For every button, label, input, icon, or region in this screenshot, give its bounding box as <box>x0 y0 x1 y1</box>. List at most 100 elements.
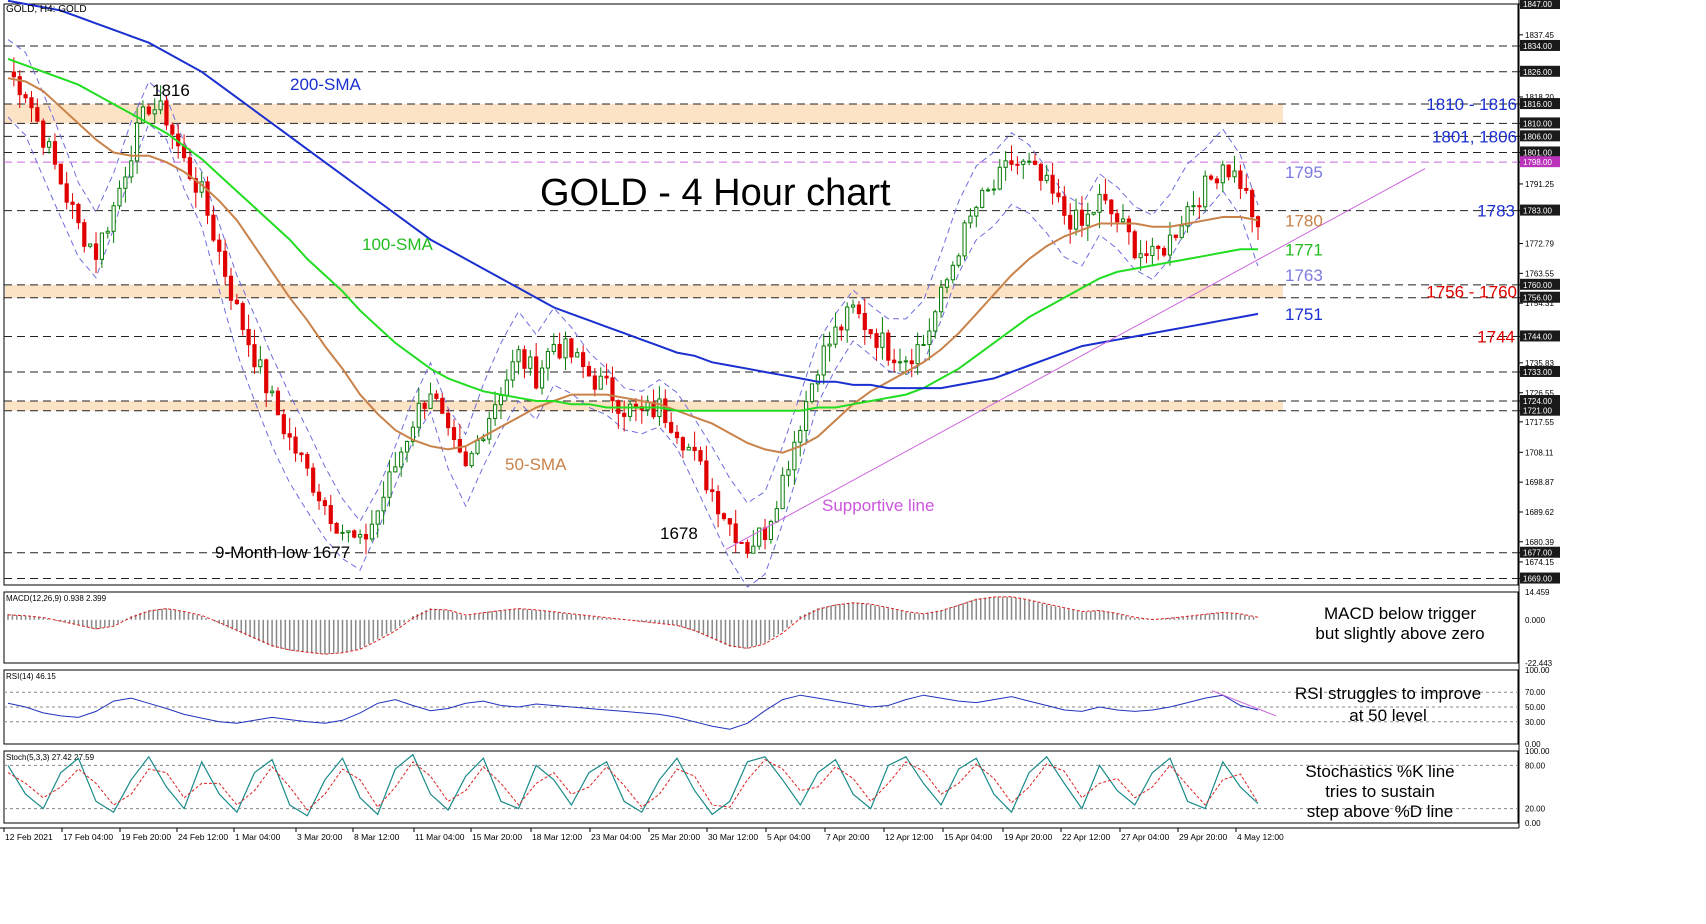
candle-body <box>252 344 257 368</box>
candle-body <box>798 429 803 443</box>
candle-body <box>933 311 938 332</box>
candle-body <box>786 469 791 476</box>
price-tick-label: 1726.55 <box>1525 389 1554 398</box>
x-axis: 12 Feb 2021 17 Feb 04:00 19 Feb 20:00 24 Fe… <box>0 827 1519 842</box>
candle-body <box>387 471 392 498</box>
level-label: 1795 <box>1285 163 1323 182</box>
candle-body <box>363 534 369 540</box>
candle-body <box>146 106 151 115</box>
candle-body <box>539 367 545 389</box>
price-tag <box>1520 130 1560 142</box>
candle-body <box>440 397 445 414</box>
candle-body <box>492 404 498 419</box>
level-label: 1744 <box>1477 327 1515 346</box>
candle-body <box>980 189 985 208</box>
candle-body <box>944 279 950 288</box>
candle-body <box>82 222 87 247</box>
candle-body <box>1203 175 1208 208</box>
candle-body <box>1097 193 1102 213</box>
candle-body <box>135 122 140 162</box>
candle-body <box>1056 192 1061 198</box>
candle-body <box>545 350 551 369</box>
candle-body <box>1144 253 1149 257</box>
supportive-line-annotation: Supportive line <box>822 496 934 515</box>
candle-body <box>451 427 457 440</box>
candle-body <box>1126 218 1131 233</box>
stochastic-panel: Stoch(5,3,3) 27.42 27.59 100.00 80.00 20.00… <box>3 747 1550 828</box>
candle-body <box>1167 234 1173 256</box>
x-tick-label: 11 Mar 04:00 <box>415 832 465 842</box>
x-tick-label: 4 May 12:00 <box>1237 832 1284 842</box>
candle-body <box>352 530 357 538</box>
price-tag <box>1520 98 1560 110</box>
x-tick-label: 3 Mar 20:00 <box>297 832 343 842</box>
candle-body <box>974 206 979 217</box>
candle-body <box>516 349 521 363</box>
x-tick-label: 29 Apr 20:00 <box>1179 832 1227 842</box>
x-tick-label: 19 Feb 20:00 <box>121 832 171 842</box>
candle-body <box>815 374 820 385</box>
price-tick-label: 1754.31 <box>1525 299 1554 308</box>
price-tag-label: 1677.00 <box>1523 549 1552 558</box>
sma50-line <box>7 77 1259 454</box>
candle-body <box>240 303 245 331</box>
x-tick-label: 12 Apr 12:00 <box>885 832 933 842</box>
level-label: 1756 - 1760 <box>1426 282 1517 301</box>
candle-body <box>845 306 850 331</box>
panel-frame <box>3 591 1519 664</box>
price-tick-label: 1791.25 <box>1525 180 1554 189</box>
candle-body <box>721 513 727 520</box>
candle-body <box>674 431 680 439</box>
x-tick-label: 22 Apr 12:00 <box>1062 832 1110 842</box>
sma200-line <box>7 0 1259 390</box>
candle-body <box>551 343 556 352</box>
candle-body <box>1021 160 1026 165</box>
candle-body <box>1250 189 1255 218</box>
rsi-tick-label: 30.00 <box>1525 718 1546 727</box>
panel-frame <box>3 750 1519 824</box>
sma50-annotation: 50-SMA <box>505 455 567 474</box>
candle-body <box>11 71 16 78</box>
candle-body <box>105 230 110 234</box>
candle-body <box>1109 199 1114 215</box>
candle-body <box>903 360 908 363</box>
candle-body <box>780 474 785 510</box>
candle-body <box>528 356 533 369</box>
candle-body <box>950 264 955 281</box>
candle-body <box>968 215 973 224</box>
candle-body <box>1120 218 1126 223</box>
stoch-note-line2: tries to sustain <box>1325 782 1435 801</box>
x-tick-label: 18 Mar 12:00 <box>532 832 582 842</box>
x-tick-label: 17 Feb 04:00 <box>63 832 113 842</box>
candle-body <box>187 157 193 180</box>
candle-body <box>1044 174 1049 181</box>
rsi-tick-label: 0.00 <box>1525 740 1541 749</box>
candle-body <box>463 451 468 467</box>
candle-body <box>698 450 703 462</box>
sma100-annotation: 100-SMA <box>362 235 434 254</box>
candle-body <box>457 438 462 453</box>
candle-body <box>956 255 961 266</box>
x-tick-label: 8 Mar 12:00 <box>354 832 400 842</box>
resistance-zone <box>5 104 1283 124</box>
candle-body <box>1220 164 1225 184</box>
candle-body <box>915 344 920 365</box>
stoch-tick-label: 80.00 <box>1525 761 1546 770</box>
candle-body <box>962 222 967 257</box>
stoch-note-line3: step above %D line <box>1307 802 1453 821</box>
candle-body <box>733 523 738 543</box>
rsi-note-line2: at 50 level <box>1349 706 1427 725</box>
candle-body <box>487 417 492 440</box>
candle-body <box>692 446 697 452</box>
candle-body <box>264 359 269 394</box>
macd-title: MACD(12,26,9) 0.938 2.399 <box>6 594 107 603</box>
candle-body <box>762 527 768 541</box>
level-label: 1801, 1806 <box>1432 127 1517 146</box>
price-tag <box>1520 117 1560 129</box>
candle-body <box>211 214 216 241</box>
candle-body <box>1162 247 1167 256</box>
candle-body <box>23 94 28 99</box>
candle-body <box>586 365 592 377</box>
x-tick-label: 7 Apr 20:00 <box>826 832 870 842</box>
candle-body <box>510 361 515 381</box>
